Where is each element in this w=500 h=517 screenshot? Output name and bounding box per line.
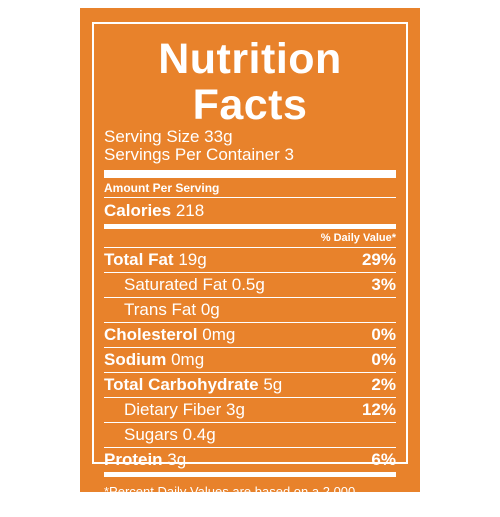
nutrient-name: Cholesterol (104, 325, 198, 344)
nutrient: Dietary Fiber 3g (104, 398, 245, 422)
nutrient-row: Trans Fat 0g (104, 298, 396, 323)
label-box: Nutrition Facts Serving Size 33g Serving… (92, 22, 408, 516)
page: Nutrition Facts Serving Size 33g Serving… (80, 8, 420, 516)
divider (104, 224, 396, 229)
nutrient-row: Protein 3g 6% (104, 448, 396, 472)
nutrient: Total Fat 19g (104, 248, 207, 272)
nutrient-name: Sugars (124, 425, 178, 444)
nutrient-amount: 0mg (171, 350, 205, 369)
nutrient-row: Saturated Fat 0.5g 3% (104, 273, 396, 298)
nutrient-amount: 0g (200, 300, 220, 319)
nutrient-row: Total Fat 19g 29% (104, 248, 396, 273)
nutrient-name: Trans Fat (124, 300, 197, 319)
nutrient: Protein 3g (104, 448, 186, 472)
nutrition-label: Nutrition Facts Serving Size 33g Serving… (80, 8, 420, 516)
amount-per-serving: Amount Per Serving (104, 178, 396, 198)
calories-label: Calories (104, 201, 172, 220)
daily-value: 6% (371, 450, 396, 469)
serving-size: Serving Size 33g (104, 127, 233, 146)
calories: Calories 218 (104, 198, 396, 224)
nutrient-name: Saturated Fat (124, 275, 228, 294)
daily-value: 29% (361, 250, 396, 269)
nutrient-list: Total Fat 19g 29% Saturated Fat 0.5g 3% Tran… (104, 248, 396, 472)
nutrient-row: Sugars 0.4g (104, 423, 396, 448)
divider (104, 170, 396, 178)
nutrient-name: Sodium (104, 350, 167, 369)
nutrient: Cholesterol 0mg (104, 323, 235, 347)
daily-value: 3% (371, 275, 396, 294)
nutrient: Trans Fat 0g (104, 298, 220, 322)
nutrient: Saturated Fat 0.5g (104, 273, 265, 297)
calories-amount: 218 (175, 201, 205, 220)
nutrient-amount: 0.5g (231, 275, 265, 294)
nutrient: Sugars 0.4g (104, 423, 216, 447)
daily-value: 0% (371, 325, 396, 344)
servings-per-container: Servings Per Container 3 (104, 145, 294, 164)
footnote: *Percent Daily Values are based on a 2,0… (104, 484, 356, 516)
nutrient-name: Protein (104, 450, 163, 469)
nutrient-amount: 0mg (202, 325, 236, 344)
nutrient-amount: 3g (167, 450, 187, 469)
nutrient-amount: 5g (263, 375, 283, 394)
nutrient-row: Cholesterol 0mg 0% (104, 323, 396, 348)
divider (104, 472, 396, 477)
nutrient-amount: 19g (178, 250, 207, 269)
daily-value: 0% (371, 350, 396, 369)
nutrient: Total Carbohydrate 5g (104, 373, 282, 397)
nutrient-name: Total Fat (104, 250, 174, 269)
daily-value: 2% (371, 375, 396, 394)
nutrient-name: Total Carbohydrate (104, 375, 259, 394)
nutrient-row: Sodium 0mg 0% (104, 348, 396, 373)
nutrient-amount: 3g (226, 400, 245, 419)
daily-value: 12% (361, 400, 396, 419)
nutrient-amount: 0.4g (182, 425, 216, 444)
daily-value-header: % Daily Value* (104, 229, 396, 248)
nutrient-name: Dietary Fiber (124, 400, 222, 419)
title: Nutrition Facts (158, 35, 342, 129)
nutrient: Sodium 0mg (104, 348, 204, 372)
nutrient-row: Total Carbohydrate 5g 2% (104, 373, 396, 398)
nutrient-row: Dietary Fiber 3g 12% (104, 398, 396, 423)
